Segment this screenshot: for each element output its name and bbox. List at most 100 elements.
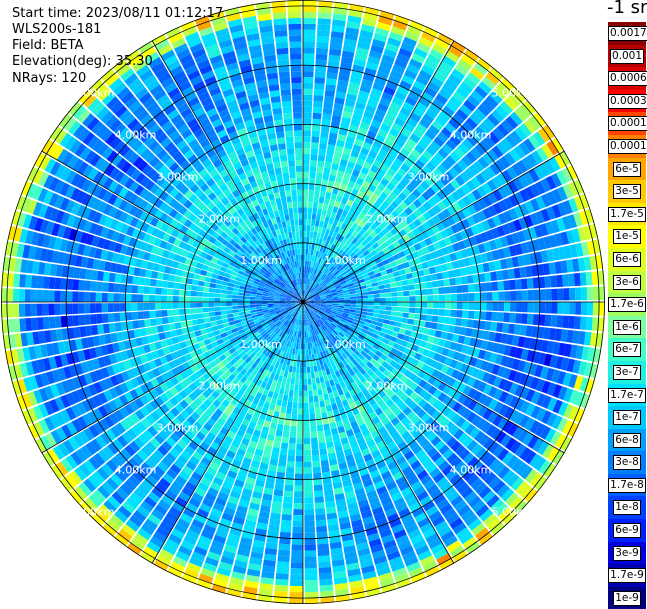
- ppi-gate: [119, 294, 125, 303]
- ppi-gate: [238, 306, 244, 309]
- ppi-gate: [192, 319, 199, 325]
- ppi-gate: [303, 207, 307, 213]
- ppi-gate: [362, 305, 368, 308]
- ppi-gate: [214, 293, 220, 297]
- ppi-gate: [311, 148, 318, 154]
- ppi-gate: [390, 316, 397, 321]
- ppi-gate: [291, 550, 303, 556]
- ppi-gate: [344, 304, 350, 307]
- ppi-gate: [313, 467, 321, 474]
- ppi-gate: [305, 568, 318, 574]
- ppi-gate: [384, 315, 391, 320]
- ppi-gate: [356, 299, 362, 302]
- ppi-gate: [289, 390, 294, 396]
- ppi-gate: [114, 303, 120, 312]
- ppi-gate: [551, 302, 557, 314]
- ppi-gate: [155, 310, 162, 317]
- ppi-gate: [556, 275, 563, 287]
- ppi-gate: [397, 307, 403, 312]
- ppi-gate: [278, 394, 284, 401]
- ppi-gate: [305, 337, 307, 343]
- ppi-gate: [325, 192, 331, 199]
- ppi-gate: [361, 289, 367, 293]
- ppi-gate: [462, 285, 469, 293]
- ppi-gate: [316, 526, 327, 533]
- ppi-gate: [311, 432, 318, 438]
- ppi-gate: [206, 272, 213, 278]
- ppi-gate: [385, 293, 391, 297]
- ppi-gate: [78, 280, 85, 291]
- ppi-gate: [427, 302, 433, 308]
- ppi-gate: [114, 293, 120, 302]
- ppi-gate: [316, 48, 328, 55]
- ppi-gate: [318, 12, 332, 19]
- ppi-gate: [496, 271, 503, 281]
- ppi-gate: [298, 397, 303, 403]
- ppi-gate: [409, 290, 415, 296]
- ppi-gate: [276, 573, 289, 580]
- ppi-gate: [319, 149, 327, 156]
- ppi-gate: [307, 225, 311, 231]
- ppi-gate: [280, 448, 288, 455]
- ppi-gate: [317, 383, 322, 390]
- ppi-gate: [383, 319, 390, 324]
- ppi-gate: [278, 460, 286, 467]
- ppi-gate: [108, 283, 115, 292]
- ppi-gate: [198, 318, 205, 324]
- ppi-gate: [232, 302, 238, 305]
- ppi-gate: [119, 303, 125, 312]
- ppi-gate: [378, 285, 385, 290]
- ppi-gate: [444, 317, 451, 324]
- ppi-gate: [403, 313, 410, 319]
- ppi-gate: [304, 468, 312, 474]
- ppi-gate: [161, 296, 167, 303]
- ppi-gate: [313, 473, 322, 480]
- ppi-gate: [303, 349, 306, 355]
- ppi-gate: [191, 314, 198, 320]
- ppi-gate: [427, 288, 433, 294]
- ppi-gate: [350, 294, 356, 297]
- ppi-gate: [316, 42, 328, 49]
- ppi-gate: [304, 462, 312, 468]
- ppi-gate: [306, 355, 309, 361]
- ppi-gate: [373, 309, 379, 313]
- ppi-gate: [293, 521, 303, 527]
- ppi-gate: [163, 324, 170, 331]
- ppi-gate: [227, 314, 234, 318]
- ppi-gate: [317, 36, 330, 43]
- ppi-gate: [392, 297, 398, 301]
- ppi-gate: [283, 395, 289, 402]
- ppi-gate: [303, 95, 313, 101]
- ppi-gate: [102, 293, 108, 302]
- ppi-gate: [214, 307, 220, 311]
- ppi-gate: [210, 316, 217, 321]
- ppi-gate: [492, 312, 499, 321]
- ppi-gate: [309, 237, 313, 243]
- ppi-gate: [426, 282, 433, 289]
- ppi-gate: [312, 131, 320, 138]
- ppi-gate: [90, 303, 96, 313]
- ppi-gate: [318, 549, 330, 556]
- ppi-gate: [174, 316, 181, 323]
- ppi-gate: [307, 213, 311, 219]
- ppi-gate: [395, 276, 402, 282]
- ppi-gate: [306, 231, 310, 237]
- ppi-gate: [103, 272, 110, 282]
- ppi-gate: [311, 443, 318, 450]
- ppi-gate: [179, 296, 185, 302]
- ppi-gate: [289, 438, 296, 444]
- ppi-gate: [232, 306, 238, 310]
- ppi-gate: [150, 279, 157, 287]
- ppi-gate: [314, 485, 323, 492]
- ppi-gate: [586, 272, 593, 286]
- ppi-gate: [202, 303, 208, 308]
- ppi-gate: [318, 561, 331, 568]
- ppi-gate: [319, 579, 332, 586]
- ppi-gate: [425, 322, 432, 329]
- ppi-gate: [308, 207, 313, 213]
- ppi-gate: [268, 299, 274, 301]
- ppi-gate: [439, 309, 445, 316]
- ppi-gate: [291, 420, 297, 426]
- ppi-gate: [161, 288, 167, 295]
- ppi-gate: [427, 309, 433, 315]
